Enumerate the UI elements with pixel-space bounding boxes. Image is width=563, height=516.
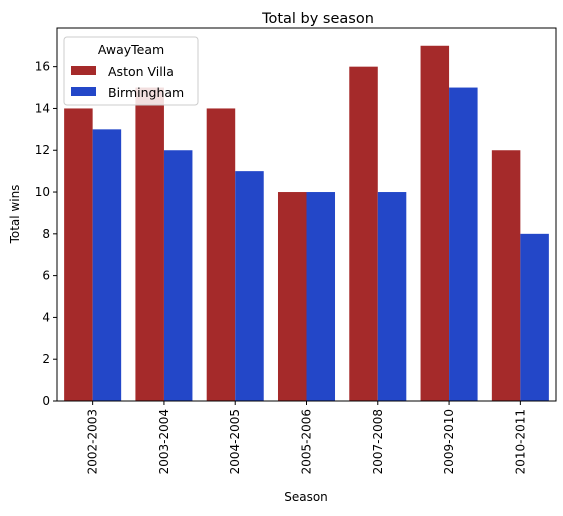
legend-box	[63, 36, 199, 106]
bar-birmingham-2010-2011	[520, 233, 549, 401]
bar-aston-villa-2003-2004	[135, 87, 164, 401]
y-tick-label: 16	[35, 60, 50, 74]
bar-aston-villa-2004-2005	[206, 108, 236, 401]
x-tick-label: 2002-2003	[86, 409, 100, 474]
x-axis-ticks: 2002-2003 2003-2004 2004-2005 2005-2006 2007…	[86, 401, 527, 474]
y-tick-label: 12	[35, 143, 50, 157]
bar-birmingham-2002-2003	[92, 129, 122, 401]
legend-label-aston-villa: Aston Villa	[108, 64, 174, 79]
y-tick-label: 0	[42, 394, 50, 408]
y-tick-label: 10	[35, 185, 50, 199]
plot-frame	[56, 27, 557, 402]
bar-birmingham-2005-2006	[306, 192, 336, 401]
x-tick-label: 2010-2011	[513, 409, 527, 474]
x-axis-label: Season	[284, 490, 328, 504]
legend-swatch-birmingham	[71, 87, 96, 96]
bar-aston-villa-2007-2008	[349, 66, 378, 401]
x-tick-label: 2003-2004	[157, 409, 171, 474]
y-tick-label: 6	[42, 269, 50, 283]
x-tick-label: 2004-2005	[228, 409, 242, 474]
y-tick-label: 8	[42, 227, 50, 241]
legend-label-birmingham: Birmingham	[108, 85, 184, 100]
bar-birmingham-2009-2010	[449, 87, 478, 401]
y-tick-label: 14	[35, 101, 50, 115]
x-tick-label: 2005-2006	[300, 409, 314, 474]
legend-swatch-aston-villa	[71, 66, 96, 75]
bar-birmingham-2004-2005	[235, 171, 264, 401]
y-axis-ticks: 0 2 4 6 8 10 12 14 16	[35, 60, 57, 408]
x-tick-label: 2007-2008	[371, 409, 385, 474]
y-tick-label: 4	[42, 310, 50, 324]
bar-aston-villa-2005-2006	[277, 192, 307, 401]
bars-group	[64, 45, 549, 402]
y-tick-label: 2	[42, 352, 50, 366]
legend-title: AwayTeam	[98, 42, 164, 57]
chart-title: Total by season	[261, 11, 374, 27]
legend: AwayTeam Aston Villa Birmingham	[63, 36, 199, 106]
y-axis-label: Total wins	[8, 185, 22, 245]
x-tick-label: 2009-2010	[442, 409, 456, 474]
bar-aston-villa-2010-2011	[491, 150, 521, 401]
bar-birmingham-2007-2008	[377, 192, 407, 401]
bar-birmingham-2003-2004	[163, 150, 193, 401]
bar-aston-villa-2002-2003	[64, 108, 93, 401]
bar-aston-villa-2009-2010	[420, 45, 450, 402]
